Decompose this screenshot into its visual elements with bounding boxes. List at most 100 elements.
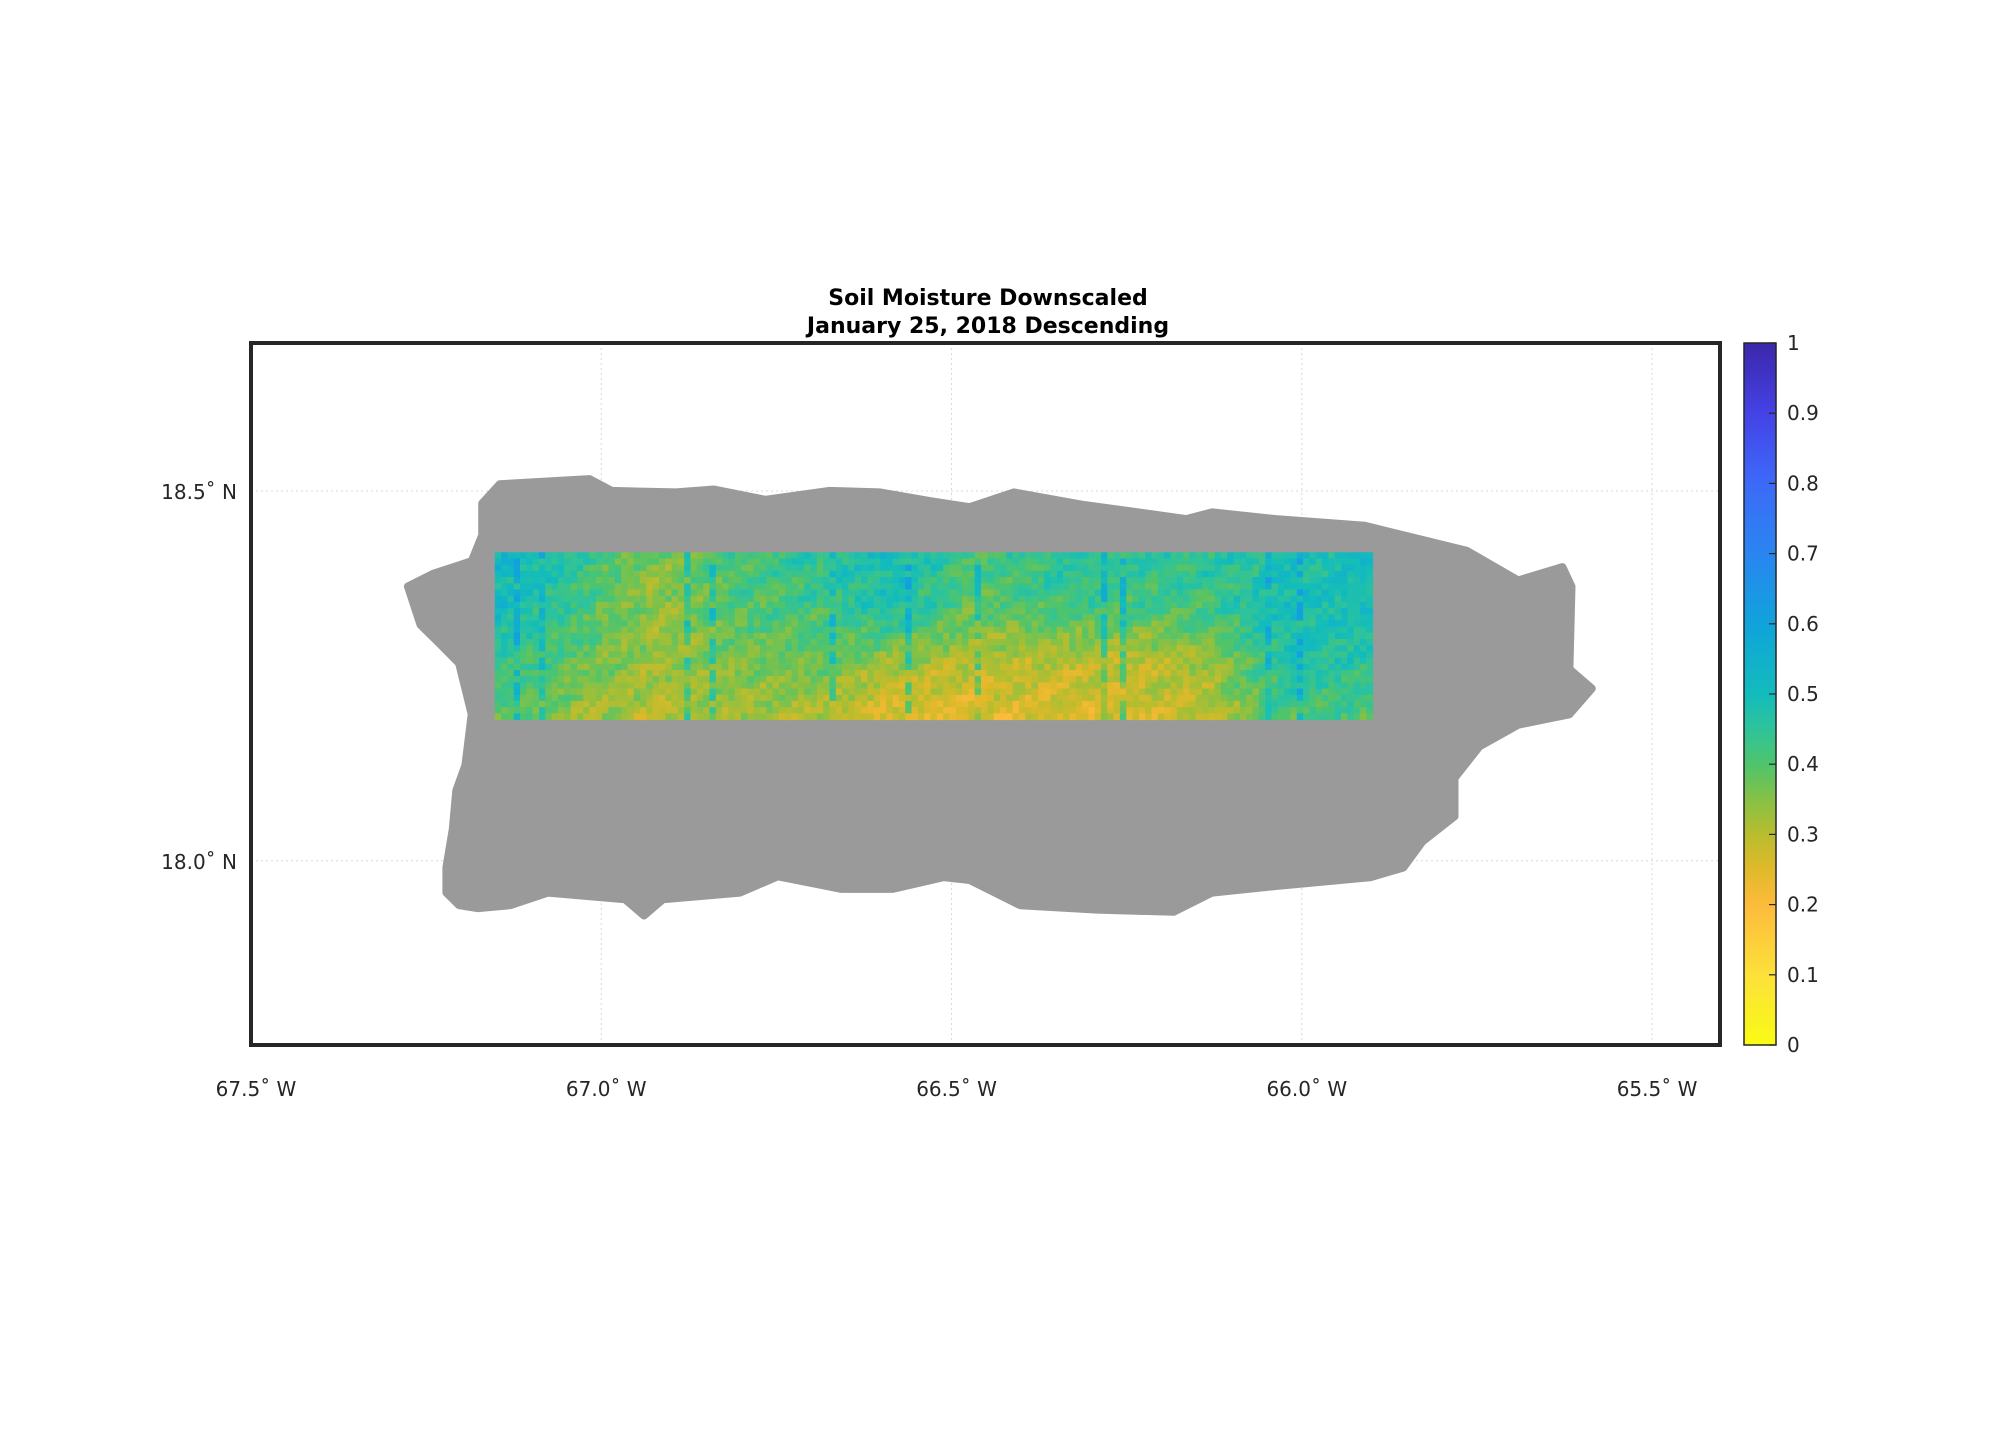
soil-moisture-cell <box>1189 670 1197 677</box>
soil-moisture-cell <box>564 657 572 665</box>
soil-moisture-cell <box>804 694 812 702</box>
soil-moisture-cell <box>981 688 988 696</box>
soil-moisture-cell <box>753 552 761 560</box>
soil-moisture-cell <box>1031 688 1039 696</box>
soil-moisture-cell <box>1341 583 1348 591</box>
soil-moisture-cell <box>1233 570 1241 578</box>
soil-moisture-cell <box>1006 688 1014 696</box>
soil-moisture-cell <box>892 676 900 683</box>
soil-moisture-cell <box>1347 570 1355 578</box>
soil-moisture-cell <box>1214 614 1222 622</box>
soil-moisture-cell <box>1107 626 1115 634</box>
soil-moisture-cell <box>791 589 799 597</box>
colorbar: 00.10.20.30.40.50.60.70.80.91 <box>1743 331 1819 1057</box>
soil-moisture-cell <box>1075 614 1083 622</box>
soil-moisture-cell <box>1328 589 1336 597</box>
soil-moisture-cell <box>564 595 572 603</box>
soil-moisture-cell <box>791 620 799 628</box>
soil-moisture-cell <box>684 682 692 690</box>
soil-moisture-cell <box>955 670 963 677</box>
soil-moisture-cell <box>494 552 502 560</box>
soil-moisture-cell <box>791 657 799 665</box>
soil-moisture-cell <box>1258 558 1266 566</box>
soil-moisture-cell <box>1334 657 1342 665</box>
soil-moisture-cell <box>778 670 786 677</box>
soil-moisture-cell <box>791 651 799 659</box>
soil-moisture-cell <box>854 583 862 591</box>
soil-moisture-cell <box>823 577 831 584</box>
soil-moisture-cell <box>1315 632 1323 640</box>
soil-moisture-cell <box>1208 700 1216 708</box>
soil-moisture-cell <box>917 577 925 584</box>
soil-moisture-cell <box>583 676 591 683</box>
soil-moisture-cell <box>507 589 515 597</box>
soil-moisture-cell <box>677 620 685 628</box>
soil-moisture-cell <box>545 639 553 646</box>
soil-moisture-cell <box>835 570 843 578</box>
soil-moisture-cell <box>1132 700 1140 708</box>
soil-moisture-cell <box>1195 663 1203 671</box>
soil-moisture-cell <box>1113 564 1121 572</box>
soil-moisture-cell <box>1322 577 1329 584</box>
soil-moisture-cell <box>1258 694 1266 702</box>
soil-moisture-cell <box>1050 651 1058 659</box>
soil-moisture-cell <box>677 657 685 665</box>
soil-moisture-cell <box>507 564 515 572</box>
soil-moisture-cell <box>1031 577 1039 584</box>
soil-moisture-cell <box>936 614 944 622</box>
soil-moisture-cell <box>608 707 616 714</box>
soil-moisture-cell <box>1208 564 1216 572</box>
soil-moisture-cell <box>652 608 660 615</box>
soil-moisture-cell <box>1157 608 1165 615</box>
soil-moisture-cell <box>797 663 805 671</box>
soil-moisture-cell <box>823 601 831 609</box>
soil-moisture-cell <box>867 601 875 609</box>
soil-moisture-cell <box>1258 589 1266 597</box>
soil-moisture-cell <box>892 595 900 603</box>
soil-moisture-cell <box>526 595 534 603</box>
soil-moisture-cell <box>911 626 919 634</box>
soil-moisture-cell <box>1315 626 1323 634</box>
soil-moisture-cell <box>924 657 932 665</box>
soil-moisture-cell <box>854 552 862 560</box>
soil-moisture-cell <box>494 639 502 646</box>
soil-moisture-cell <box>614 564 622 572</box>
soil-moisture-cell <box>753 632 761 640</box>
soil-moisture-cell <box>886 577 894 584</box>
soil-moisture-cell <box>1069 639 1077 646</box>
soil-moisture-cell <box>1353 626 1361 634</box>
soil-moisture-cell <box>962 614 970 622</box>
soil-moisture-cell <box>1322 608 1329 615</box>
soil-moisture-cell <box>539 577 546 584</box>
soil-moisture-cell <box>1044 670 1052 677</box>
soil-moisture-cell <box>1366 620 1374 628</box>
soil-moisture-cell <box>520 564 527 572</box>
soil-moisture-cell <box>854 601 862 609</box>
soil-moisture-cell <box>1353 614 1361 622</box>
soil-moisture-cell <box>1221 601 1228 609</box>
soil-moisture-cell <box>816 595 824 603</box>
soil-moisture-cell <box>760 632 767 640</box>
soil-moisture-cell <box>627 651 635 659</box>
soil-moisture-cell <box>1227 614 1235 622</box>
soil-moisture-cell <box>1309 620 1317 628</box>
soil-moisture-cell <box>981 589 988 597</box>
soil-moisture-cell <box>684 595 692 603</box>
soil-moisture-cell <box>886 564 894 572</box>
soil-moisture-cell <box>1277 682 1285 690</box>
soil-moisture-cell <box>1221 614 1228 622</box>
soil-moisture-cell <box>1088 595 1096 603</box>
soil-moisture-cell <box>614 707 622 714</box>
soil-moisture-cell <box>892 694 900 702</box>
soil-moisture-cell <box>741 577 749 584</box>
soil-moisture-cell <box>1303 589 1311 597</box>
soil-moisture-cell <box>1056 614 1064 622</box>
soil-moisture-cell <box>703 608 711 615</box>
soil-moisture-cell <box>1164 626 1172 634</box>
soil-moisture-cell <box>1359 577 1367 584</box>
soil-moisture-cell <box>974 639 982 646</box>
soil-moisture-cell <box>1101 694 1108 702</box>
soil-moisture-cell <box>1113 700 1121 708</box>
soil-moisture-cell <box>728 601 736 609</box>
soil-moisture-cell <box>905 639 913 646</box>
